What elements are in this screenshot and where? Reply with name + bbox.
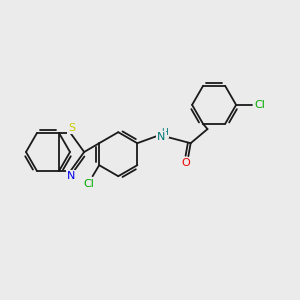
Text: N: N	[157, 132, 165, 142]
Text: H: H	[162, 128, 168, 137]
Text: Cl: Cl	[83, 179, 94, 189]
Text: S: S	[68, 123, 75, 133]
Text: Cl: Cl	[254, 100, 265, 110]
Text: N: N	[67, 171, 76, 181]
Text: O: O	[181, 158, 190, 168]
